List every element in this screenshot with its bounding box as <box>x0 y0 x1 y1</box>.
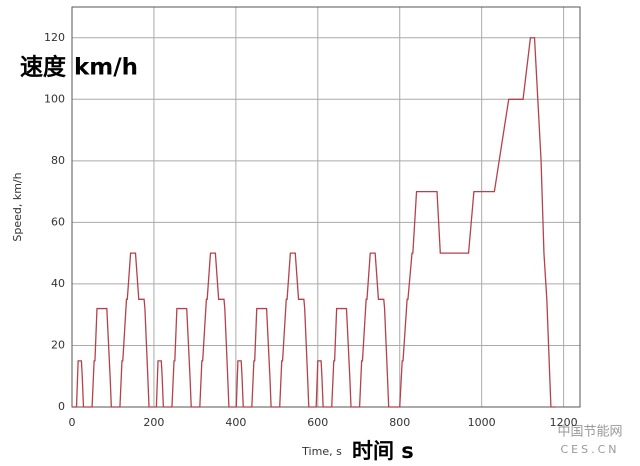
y-tick-label: 40 <box>51 277 65 290</box>
line <box>72 37 556 408</box>
plot-frame <box>71 6 581 408</box>
x-tick-label: 800 <box>389 416 410 429</box>
y-tick-label: 20 <box>51 338 65 351</box>
x-tick-label: 1000 <box>468 416 496 429</box>
x-axis-label: Time, s <box>301 445 342 458</box>
x-tick-label: 1200 <box>550 416 578 429</box>
y-tick-label: 80 <box>51 154 65 167</box>
x-tick-label: 400 <box>225 416 246 429</box>
y-tick-label: 0 <box>58 400 65 413</box>
annotation: 速度 km/h <box>20 54 138 81</box>
y-tick-label: 60 <box>51 215 65 228</box>
x-tick-label: 200 <box>143 416 164 429</box>
x-tick-label: 0 <box>69 416 76 429</box>
annotation: 时间 s <box>352 439 414 463</box>
y-tick-label: 120 <box>44 31 65 44</box>
x-tick-label: 600 <box>307 416 328 429</box>
watermark: 中国节能网 <box>557 425 622 440</box>
watermark: CES.CN <box>560 443 619 456</box>
y-axis-label: Speed, km/h <box>11 172 24 241</box>
y-tick-label: 100 <box>44 92 65 105</box>
